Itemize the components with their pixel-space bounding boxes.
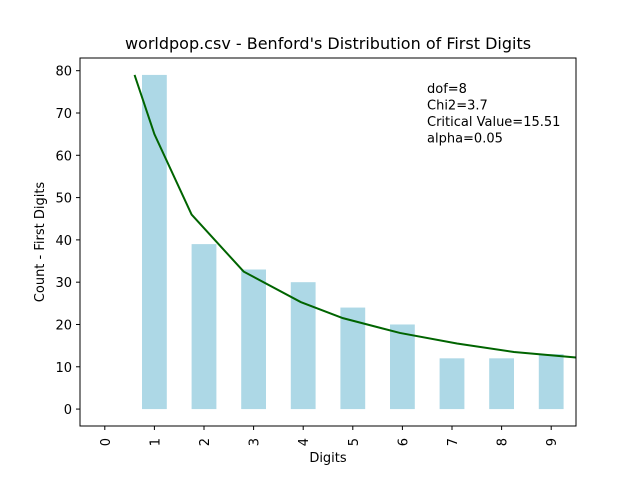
y-tick-label: 20 bbox=[55, 318, 72, 333]
x-tick-label: 5 bbox=[347, 438, 362, 446]
y-axis-label: Count - First Digits bbox=[33, 182, 48, 303]
axes-frame bbox=[79, 57, 577, 427]
y-tick-label: 10 bbox=[55, 361, 72, 376]
y-tick-label: 0 bbox=[64, 403, 72, 418]
x-tick-label: 3 bbox=[248, 438, 263, 446]
bar-digit-1 bbox=[142, 74, 167, 410]
x-axis: 0 1 2 3 4 5 6 7 8 9 bbox=[99, 426, 560, 446]
y-tick-label: 40 bbox=[55, 234, 72, 249]
chart-title: worldpop.csv - Benford's Distribution of… bbox=[125, 34, 531, 53]
x-axis-label: Digits bbox=[309, 451, 347, 466]
x-tick-label: 1 bbox=[148, 438, 163, 446]
bar-digit-6 bbox=[390, 324, 415, 410]
y-tick-label: 60 bbox=[55, 149, 72, 164]
bar-digit-2 bbox=[191, 244, 217, 410]
bar-digit-5 bbox=[340, 307, 366, 410]
x-tick-label: 8 bbox=[496, 438, 511, 446]
x-tick-label: 9 bbox=[545, 438, 560, 446]
x-tick-label: 2 bbox=[198, 438, 213, 446]
x-tick-label: 4 bbox=[297, 438, 312, 446]
bar-digit-3 bbox=[241, 269, 266, 410]
bar-digit-4 bbox=[290, 282, 316, 410]
bar-digit-9 bbox=[538, 354, 564, 410]
y-tick-label: 80 bbox=[55, 65, 72, 80]
annotation-line: Chi2=3.7 bbox=[427, 99, 488, 114]
annotation-line: dof=8 bbox=[427, 82, 467, 97]
x-tick-label: 6 bbox=[396, 438, 411, 446]
annotation-line: Critical Value=15.51 bbox=[427, 115, 560, 130]
x-tick-label: 0 bbox=[99, 438, 114, 446]
benford-expected-line bbox=[133, 74, 577, 359]
bar-digit-7 bbox=[439, 358, 465, 410]
y-tick-label: 30 bbox=[55, 276, 72, 291]
annotation-line: alpha=0.05 bbox=[427, 132, 503, 147]
y-axis: 0 10 20 30 40 50 60 70 80 bbox=[55, 65, 80, 418]
x-tick-label: 7 bbox=[446, 438, 461, 446]
y-tick-label: 70 bbox=[55, 107, 72, 122]
bar-digit-8 bbox=[489, 358, 514, 410]
plot-area: 0 10 20 30 40 50 60 70 80 0 1 2 3 4 5 6 7 8 9 bbox=[55, 57, 577, 446]
y-tick-label: 50 bbox=[55, 192, 72, 207]
